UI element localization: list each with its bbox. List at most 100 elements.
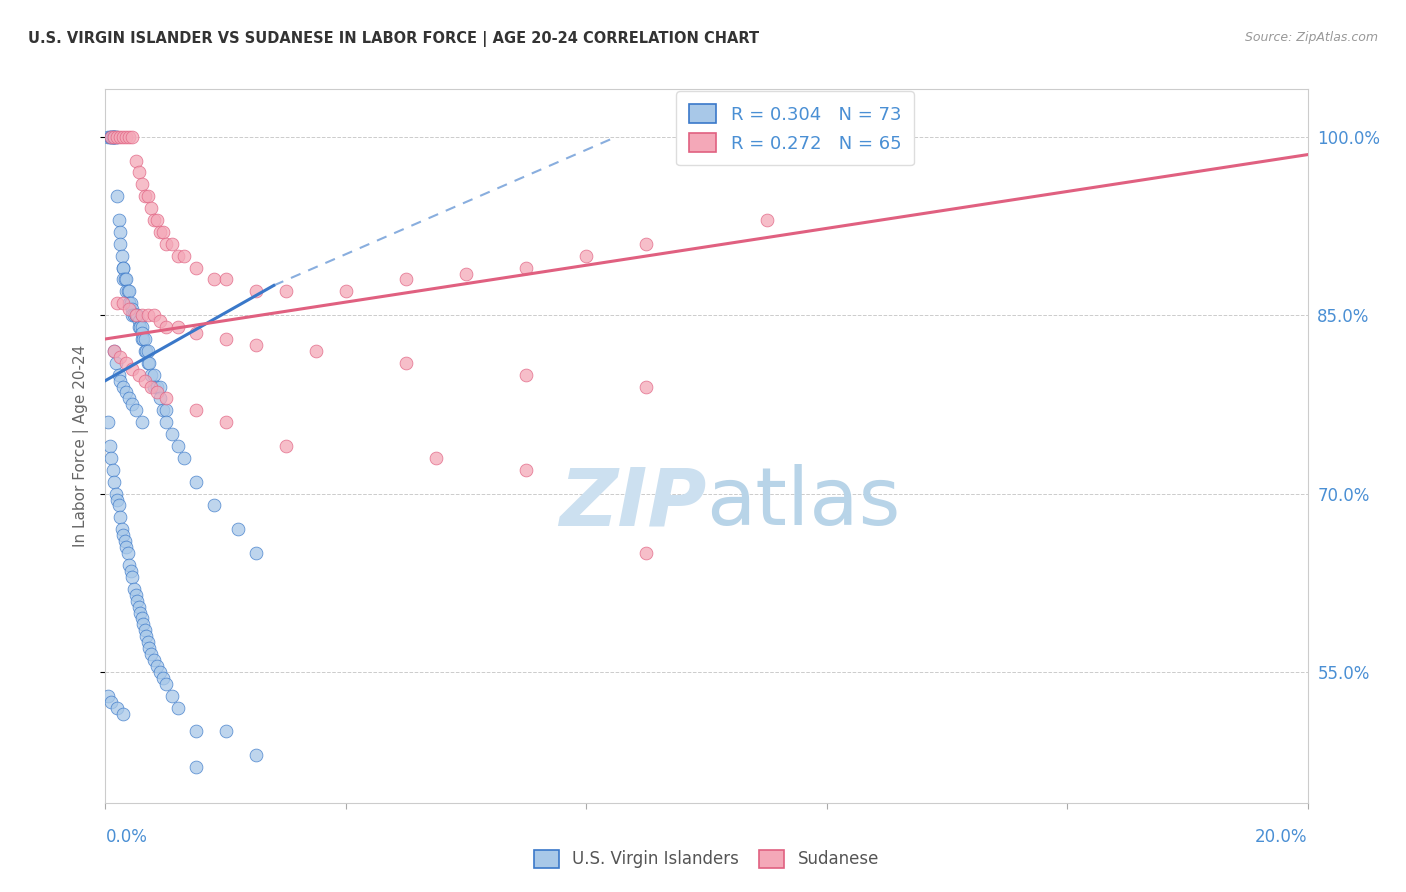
Point xyxy=(145,659,167,673)
Point xyxy=(118,392,141,406)
Point xyxy=(121,302,143,317)
Point xyxy=(100,129,122,144)
Legend: U.S. Virgin Islanders, Sudanese: U.S. Virgin Islanders, Sudanese xyxy=(526,841,887,877)
Point xyxy=(125,308,148,322)
Point xyxy=(305,343,328,358)
Point xyxy=(101,129,124,144)
Point xyxy=(101,463,124,477)
Point xyxy=(114,272,136,286)
Point xyxy=(135,343,157,358)
Point xyxy=(128,165,150,179)
Point xyxy=(166,700,188,714)
Point xyxy=(97,415,120,429)
Point xyxy=(136,635,159,649)
Point xyxy=(214,724,236,739)
Y-axis label: In Labor Force | Age 20-24: In Labor Force | Age 20-24 xyxy=(73,345,89,547)
Point xyxy=(155,415,177,429)
Point xyxy=(101,129,124,144)
Point xyxy=(112,296,135,310)
Point xyxy=(456,267,478,281)
Point xyxy=(152,403,174,417)
Point xyxy=(118,558,141,572)
Point xyxy=(124,403,146,417)
Point xyxy=(115,385,138,400)
Point xyxy=(335,285,357,299)
Point xyxy=(202,499,225,513)
Point xyxy=(107,368,129,382)
Point xyxy=(166,439,188,453)
Point xyxy=(636,236,658,251)
Point xyxy=(112,272,135,286)
Point xyxy=(131,308,153,322)
Point xyxy=(100,129,122,144)
Point xyxy=(136,343,159,358)
Point xyxy=(145,213,167,227)
Point xyxy=(160,236,183,251)
Point xyxy=(152,225,174,239)
Point xyxy=(118,129,141,144)
Point xyxy=(214,332,236,346)
Point xyxy=(155,403,177,417)
Point xyxy=(110,225,132,239)
Point xyxy=(124,588,146,602)
Point xyxy=(131,320,153,334)
Point xyxy=(636,379,658,393)
Point xyxy=(129,320,152,334)
Point xyxy=(184,403,207,417)
Point xyxy=(148,392,170,406)
Point xyxy=(214,272,236,286)
Point xyxy=(139,647,162,661)
Point xyxy=(97,689,120,703)
Point xyxy=(134,374,156,388)
Point xyxy=(125,593,148,607)
Point xyxy=(134,189,156,203)
Point xyxy=(121,308,143,322)
Point xyxy=(121,361,143,376)
Point xyxy=(107,700,129,714)
Point xyxy=(112,260,135,275)
Point xyxy=(173,249,195,263)
Point xyxy=(142,653,165,667)
Point xyxy=(124,582,146,596)
Point xyxy=(128,368,150,382)
Text: 20.0%: 20.0% xyxy=(1256,828,1308,846)
Point xyxy=(245,338,267,352)
Point xyxy=(112,706,135,721)
Point xyxy=(112,260,135,275)
Text: Source: ZipAtlas.com: Source: ZipAtlas.com xyxy=(1244,31,1378,45)
Point xyxy=(142,379,165,393)
Point xyxy=(120,564,142,578)
Point xyxy=(515,463,537,477)
Point xyxy=(139,368,162,382)
Point xyxy=(107,213,129,227)
Point xyxy=(135,629,157,643)
Point xyxy=(160,427,183,442)
Point xyxy=(115,540,138,554)
Point xyxy=(129,606,152,620)
Point xyxy=(131,178,153,192)
Point xyxy=(166,249,188,263)
Point xyxy=(110,374,132,388)
Point xyxy=(121,570,143,584)
Point xyxy=(755,213,778,227)
Point xyxy=(515,260,537,275)
Point xyxy=(103,129,125,144)
Point xyxy=(214,415,236,429)
Point xyxy=(110,129,132,144)
Text: 0.0%: 0.0% xyxy=(105,828,148,846)
Point xyxy=(112,129,135,144)
Point xyxy=(128,314,150,328)
Point xyxy=(107,189,129,203)
Point xyxy=(110,236,132,251)
Point xyxy=(155,320,177,334)
Point xyxy=(395,356,418,370)
Point xyxy=(132,617,155,632)
Point xyxy=(142,368,165,382)
Point xyxy=(142,308,165,322)
Point xyxy=(115,272,138,286)
Point xyxy=(145,379,167,393)
Point xyxy=(118,296,141,310)
Point xyxy=(105,356,128,370)
Point xyxy=(118,285,141,299)
Point xyxy=(115,129,138,144)
